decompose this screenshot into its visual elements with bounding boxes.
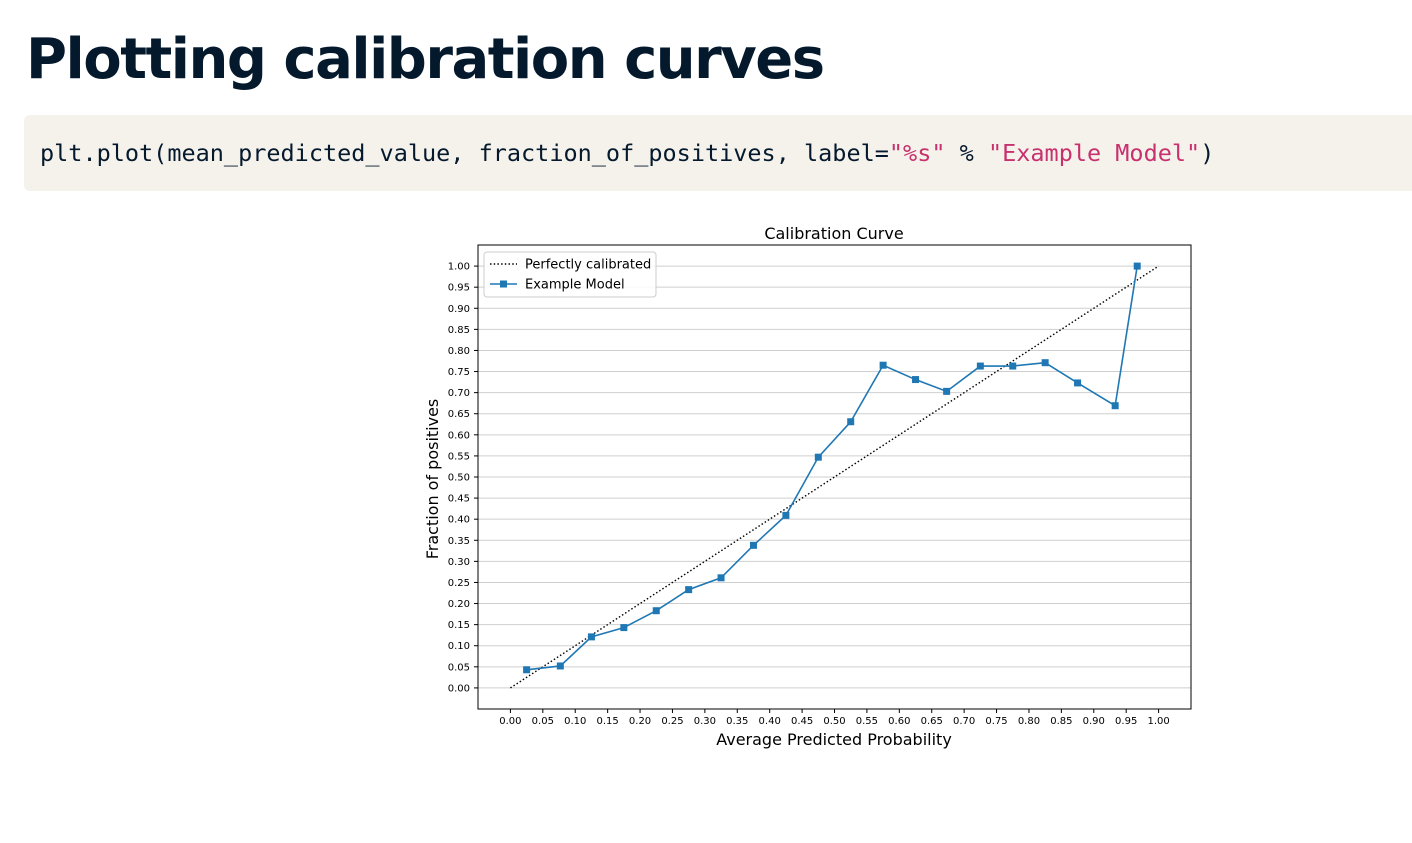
data-point — [556, 662, 564, 670]
x-tick-label: 0.05 — [532, 716, 554, 727]
x-tick-label: 0.90 — [1083, 716, 1105, 727]
data-point — [1111, 402, 1119, 410]
data-point — [943, 387, 951, 395]
y-tick-label: 0.70 — [448, 388, 470, 399]
code-prefix: plt.plot(mean_predicted_value, fraction_… — [40, 139, 889, 167]
code-string-format: "%s" — [888, 139, 946, 167]
legend-box — [483, 251, 657, 298]
y-tick-label: 1.00 — [448, 262, 470, 273]
x-tick-label: 0.55 — [856, 716, 878, 727]
example-model-line — [526, 265, 1138, 671]
x-tick-label: 0.95 — [1115, 716, 1137, 727]
y-tick-label: 0.95 — [448, 283, 470, 294]
x-tick-label: 0.45 — [791, 716, 813, 727]
data-point — [1009, 362, 1017, 370]
x-tick-label: 0.65 — [921, 716, 943, 727]
chart-svg: Calibration Curve Average Predicted Prob… — [423, 224, 1192, 749]
y-tick-label: 0.55 — [448, 451, 470, 462]
y-tick-label: 0.10 — [448, 641, 470, 652]
x-tick-label: 0.20 — [629, 716, 651, 727]
x-tick-label: 0.30 — [694, 716, 716, 727]
x-tick-label: 0.85 — [1050, 716, 1072, 727]
y-tick-label: 0.20 — [448, 599, 470, 610]
x-tick-label: 1.00 — [1147, 716, 1169, 727]
y-tick-label: 0.40 — [448, 515, 470, 526]
data-point — [1133, 262, 1141, 270]
x-tick-label: 0.60 — [888, 716, 910, 727]
data-point — [879, 361, 887, 369]
x-tick-label: 0.10 — [564, 716, 586, 727]
y-tick-label: 0.25 — [448, 578, 470, 589]
data-point — [749, 541, 757, 549]
data-point — [652, 607, 660, 615]
y-tick-label: 0.80 — [448, 346, 470, 357]
data-point — [1074, 379, 1082, 387]
y-tick-label: 0.15 — [448, 620, 470, 631]
code-string-label: "Example Model" — [987, 139, 1201, 167]
x-tick-label: 0.50 — [823, 716, 845, 727]
y-tick-label: 0.90 — [448, 304, 470, 315]
y-tick-label: 0.30 — [448, 557, 470, 568]
y-tick-label: 0.65 — [448, 409, 470, 420]
x-tick-label: 0.80 — [1018, 716, 1040, 727]
y-tick-label: 0.60 — [448, 430, 470, 441]
data-point — [523, 666, 531, 674]
data-point — [814, 453, 822, 461]
code-block: plt.plot(mean_predicted_value, fraction_… — [24, 115, 1412, 191]
page-title: Plotting calibration curves — [26, 27, 825, 92]
x-tick-label: 0.40 — [759, 716, 781, 727]
data-point — [620, 624, 628, 632]
plot-frame — [477, 244, 1192, 710]
legend-label: Example Model — [525, 278, 625, 293]
y-tick-label: 0.85 — [448, 325, 470, 336]
legend-marker — [500, 280, 507, 288]
y-tick-label: 0.05 — [448, 662, 470, 673]
y-tick-label: 0.45 — [448, 494, 470, 505]
calibration-chart: Calibration Curve Average Predicted Prob… — [0, 210, 1412, 770]
x-tick-label: 0.00 — [499, 716, 521, 727]
y-tick-label: 0.35 — [448, 536, 470, 547]
x-axis-label: Average Predicted Probability — [716, 730, 952, 749]
code-suffix: ) — [1200, 139, 1215, 167]
x-tick-label: 0.15 — [597, 716, 619, 727]
chart-title: Calibration Curve — [764, 224, 903, 243]
x-tick-label: 0.25 — [661, 716, 683, 727]
perfectly-calibrated-line — [510, 265, 1159, 689]
legend-label: Perfectly calibrated — [525, 258, 651, 273]
data-point — [587, 633, 595, 641]
y-tick-label: 0.00 — [448, 683, 470, 694]
x-tick-label: 0.70 — [953, 716, 975, 727]
data-point — [912, 376, 920, 384]
data-point — [976, 362, 984, 370]
data-point — [847, 418, 855, 426]
data-point — [782, 511, 790, 519]
y-axis-label: Fraction of positives — [423, 399, 442, 560]
code-operator: % — [945, 139, 988, 167]
y-tick-label: 0.50 — [448, 473, 470, 484]
x-tick-label: 0.75 — [985, 716, 1007, 727]
y-tick-label: 0.75 — [448, 367, 470, 378]
data-point — [717, 574, 725, 582]
data-point — [685, 586, 693, 594]
x-tick-label: 0.35 — [726, 716, 748, 727]
data-point — [1041, 359, 1049, 367]
